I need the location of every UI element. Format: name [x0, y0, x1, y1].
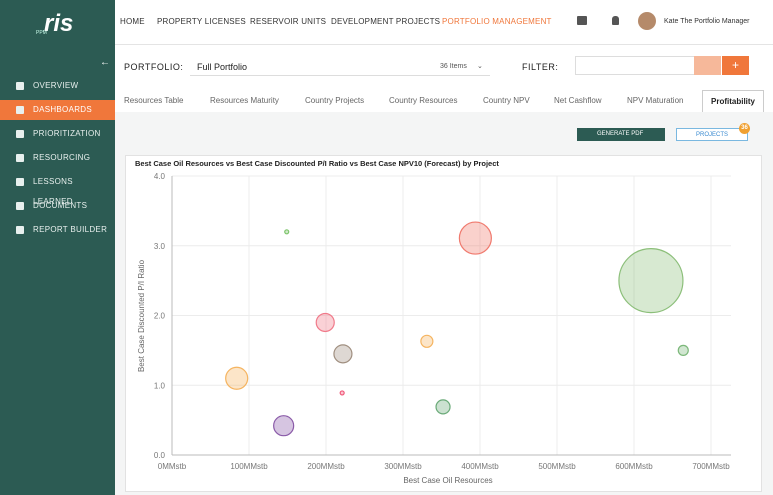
page: {"logo": {"text": "ris", "sub": "PPM"}, …: [0, 0, 773, 495]
x-tick-label: 300MMstb: [384, 462, 422, 471]
x-tick-label: 400MMstb: [461, 462, 499, 471]
bubble: [421, 335, 433, 347]
y-tick-label: 4.0: [154, 172, 166, 181]
bubble: [340, 391, 344, 395]
x-tick-label: 0MMstb: [158, 462, 187, 471]
bubble: [274, 416, 294, 436]
bubble: [226, 367, 248, 389]
x-tick-label: 200MMstb: [307, 462, 345, 471]
y-tick-label: 1.0: [154, 381, 166, 390]
bubble: [619, 249, 683, 313]
bubble: [436, 400, 450, 414]
chart-title: Best Case Oil Resources vs Best Case Dis…: [135, 159, 499, 168]
x-tick-label: 700MMstb: [692, 462, 730, 471]
y-tick-label: 3.0: [154, 242, 166, 251]
bubble: [459, 222, 491, 254]
chart: Best Case Oil Resources vs Best Case Dis…: [0, 0, 773, 495]
bubble: [316, 313, 334, 331]
x-tick-label: 500MMstb: [538, 462, 576, 471]
x-tick-label: 100MMstb: [230, 462, 268, 471]
bubble: [678, 345, 688, 355]
bubble: [334, 345, 352, 363]
x-tick-label: 600MMstb: [615, 462, 653, 471]
y-axis-label: Best Case Discounted P/I Ratio: [137, 259, 146, 372]
bubble: [285, 230, 289, 234]
y-tick-label: 0.0: [154, 451, 166, 460]
y-tick-label: 2.0: [154, 312, 166, 321]
x-axis-label: Best Case Oil Resources: [403, 476, 492, 485]
